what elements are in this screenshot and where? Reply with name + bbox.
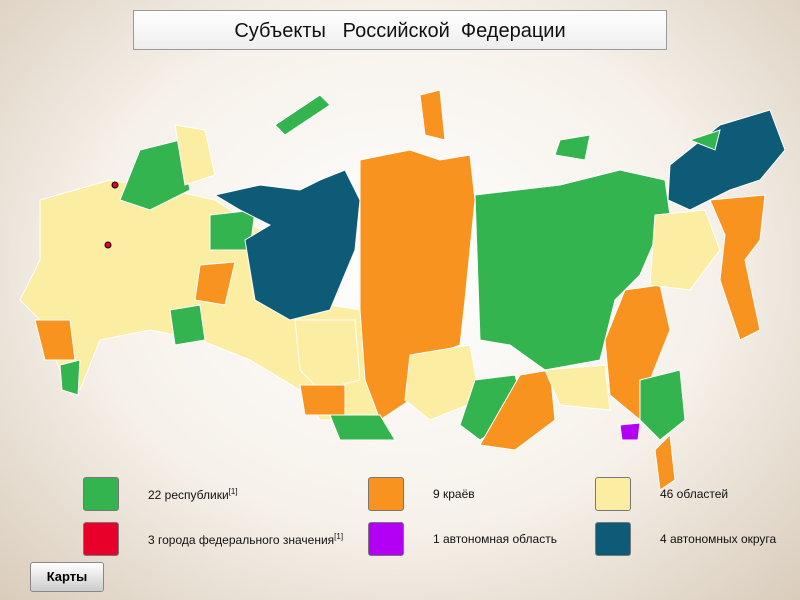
title: Субъекты Российской Федерации [133, 10, 667, 50]
legend-swatch [368, 522, 404, 556]
legend-label: 1 автономная область [433, 532, 557, 546]
region [667, 109, 786, 211]
region [639, 369, 686, 441]
region [59, 359, 81, 396]
region [119, 139, 191, 211]
region [619, 422, 641, 441]
region [194, 261, 236, 306]
legend-label: 22 республики[1] [148, 487, 238, 502]
legend-text: 3 города федерального значения [148, 533, 335, 547]
region [34, 319, 76, 361]
region [274, 94, 331, 136]
region [649, 209, 721, 291]
maps-button[interactable]: Карты [30, 562, 104, 592]
region [474, 169, 671, 371]
legend-text: 1 автономная область [433, 532, 557, 546]
region [169, 304, 206, 346]
region [174, 124, 216, 186]
region [213, 169, 361, 321]
legend-swatch [368, 477, 404, 511]
region [329, 414, 396, 441]
legend-text: 22 республики [148, 488, 229, 502]
legend-label: 9 краёв [433, 487, 475, 501]
legend-swatch [83, 477, 119, 511]
legend-swatch [595, 477, 631, 511]
regions [19, 89, 786, 491]
legend-note: [1] [228, 487, 238, 496]
legend-note: [1] [334, 532, 344, 541]
legend-label: 46 областей [660, 487, 728, 501]
region [554, 134, 591, 161]
legend-text: 9 краёв [433, 487, 475, 501]
region [709, 194, 766, 341]
city [111, 181, 119, 189]
region [299, 384, 346, 416]
region [688, 129, 721, 151]
region [544, 364, 611, 411]
legend-swatch [595, 522, 631, 556]
region [359, 149, 476, 421]
legend-swatch [83, 522, 119, 556]
region [654, 433, 676, 491]
legend-label: 4 автономных округа [660, 532, 776, 546]
legend-label: 3 города федерального значения[1] [148, 532, 343, 547]
city [104, 241, 112, 249]
region [404, 344, 481, 421]
legend-text: 46 областей [660, 487, 729, 501]
legend-text: 4 автономных округа [660, 532, 777, 546]
region [419, 89, 446, 141]
